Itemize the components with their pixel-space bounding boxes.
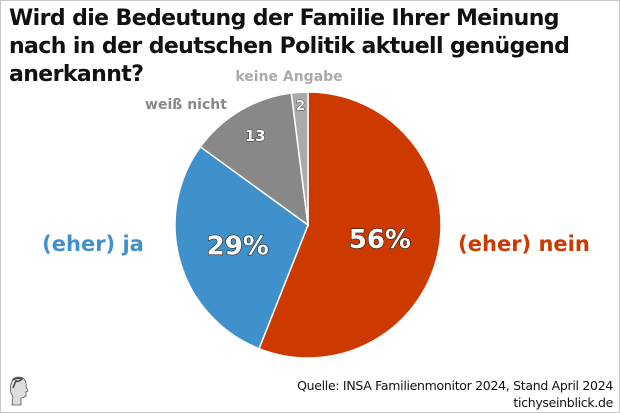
category-label-3: keine Angabe — [235, 69, 342, 85]
pie-slice-2 — [199, 92, 309, 227]
pie-slice-0 — [258, 91, 442, 359]
value-label-3: 2 — [296, 99, 305, 114]
value-label-1: 29% — [207, 232, 269, 262]
category-label-2: weiß nicht — [145, 97, 227, 113]
value-label-2: 13 — [245, 127, 266, 145]
category-label-1: (eher) ja — [42, 232, 144, 256]
chart-title: Wird die Bedeutung der Familie Ihrer Mei… — [9, 6, 570, 87]
pie-slice-3 — [290, 91, 309, 226]
footer: Quelle: INSA Familienmonitor 2024, Stand… — [297, 377, 613, 411]
source-text: Quelle: INSA Familienmonitor 2024, Stand… — [297, 378, 613, 393]
value-label-0: 56% — [349, 225, 411, 255]
category-label-0: (eher) nein — [458, 232, 590, 256]
pie-slice-1 — [174, 145, 309, 350]
site-text: tichyseinblick.de — [513, 395, 613, 410]
head-profile-icon — [9, 376, 29, 406]
